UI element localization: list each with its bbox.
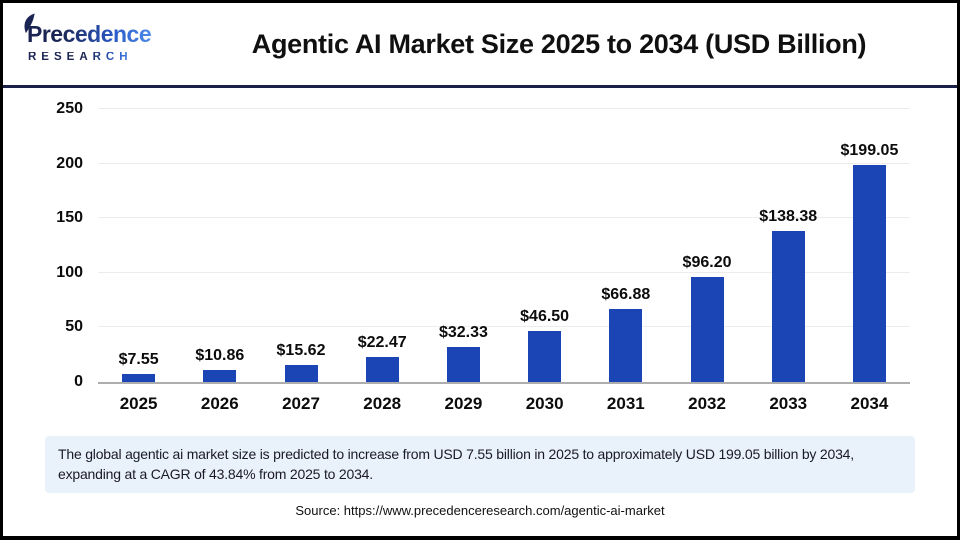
value-label-2025: $7.55: [118, 350, 159, 368]
x-label-2026: 2026: [200, 394, 239, 413]
bar-2025: [122, 373, 156, 382]
bar-column-2030: $46.50: [504, 308, 585, 382]
x-label-2032: 2032: [688, 394, 726, 413]
header: Precedence RESEARCH Agentic AI Market Si…: [3, 3, 957, 85]
bar-2033: [771, 230, 805, 382]
value-label-2029: $32.33: [438, 323, 488, 341]
header-divider: [3, 85, 957, 88]
y-tick-50: 50: [65, 318, 83, 336]
bar-column-2027: $15.62: [260, 342, 341, 382]
bar-2026: [203, 370, 237, 382]
y-tick-100: 100: [56, 263, 83, 281]
bar-2034: [852, 164, 886, 382]
bar-2032: [690, 276, 724, 382]
summary-box: The global agentic ai market size is pre…: [45, 436, 915, 493]
gridline-250: [98, 108, 910, 109]
bar-chart: 0 50 100 150 200 250 $7.55 $10.86 $15.62 $22.47 $3…: [3, 88, 957, 414]
x-label-2034: 2034: [850, 394, 889, 413]
bar-column-2032: $96.20: [666, 254, 747, 382]
value-label-2027: $15.62: [276, 341, 326, 359]
value-label-2030: $46.50: [520, 308, 570, 326]
bar-2030: [528, 331, 562, 382]
x-label-2025: 2025: [119, 394, 158, 413]
bar-column-2033: $138.38: [748, 208, 829, 382]
x-label-2030: 2030: [525, 394, 564, 413]
x-label-2029: 2029: [444, 394, 483, 413]
y-tick-150: 150: [56, 209, 83, 227]
bar-2027: [284, 364, 318, 382]
gridline-100: [98, 271, 910, 273]
logo-subtitle: RESEARCH: [21, 51, 133, 64]
bar-column-2031: $66.88: [585, 286, 666, 382]
value-label-2034: $199.05: [840, 141, 899, 159]
value-label-2033: $138.38: [759, 207, 818, 225]
gridline-200: [98, 162, 910, 164]
gridline-50: [98, 326, 910, 328]
x-label-2027: 2027: [282, 394, 320, 413]
source-text: Source: https://www.precedenceresearch.c…: [295, 502, 665, 518]
x-label-2028: 2028: [363, 394, 402, 413]
y-tick-250: 250: [56, 100, 83, 117]
bar-2029: [446, 346, 480, 382]
summary-text: The global agentic ai market size is pre…: [58, 446, 854, 483]
bar-column-2028: $22.47: [342, 334, 423, 382]
leaf-icon: [24, 13, 35, 34]
x-label-2033: 2033: [769, 394, 808, 413]
value-label-2031: $66.88: [601, 285, 651, 303]
bar-column-2034: $199.05: [829, 142, 910, 382]
y-tick-200: 200: [56, 154, 83, 172]
bar-column-2029: $32.33: [423, 324, 504, 382]
bar-2028: [365, 357, 399, 382]
value-label-2026: $10.86: [195, 347, 245, 365]
gridline-150: [98, 217, 910, 219]
bar-column-2026: $10.86: [179, 347, 260, 382]
plot-area: 0 50 100 150 200 250 $7.55 $10.86 $15.62 $22.47 $3…: [56, 101, 910, 390]
logo-wordmark: Precedence: [21, 23, 152, 46]
x-label-2031: 2031: [606, 394, 645, 413]
value-label-2032: $96.20: [682, 253, 732, 271]
bar-2031: [609, 308, 643, 382]
value-label-2028: $22.47: [357, 334, 407, 352]
page-title: Agentic AI Market Size 2025 to 2034 (USD…: [251, 28, 867, 59]
x-axis: 2025 2026 2027 2028 2029 2030 2031 2032 2033 2034: [98, 394, 910, 414]
y-tick-0: 0: [74, 373, 83, 390]
bar-column-2025: $7.55: [98, 351, 179, 382]
precedence-research-logo: Precedence RESEARCH: [21, 13, 173, 65]
